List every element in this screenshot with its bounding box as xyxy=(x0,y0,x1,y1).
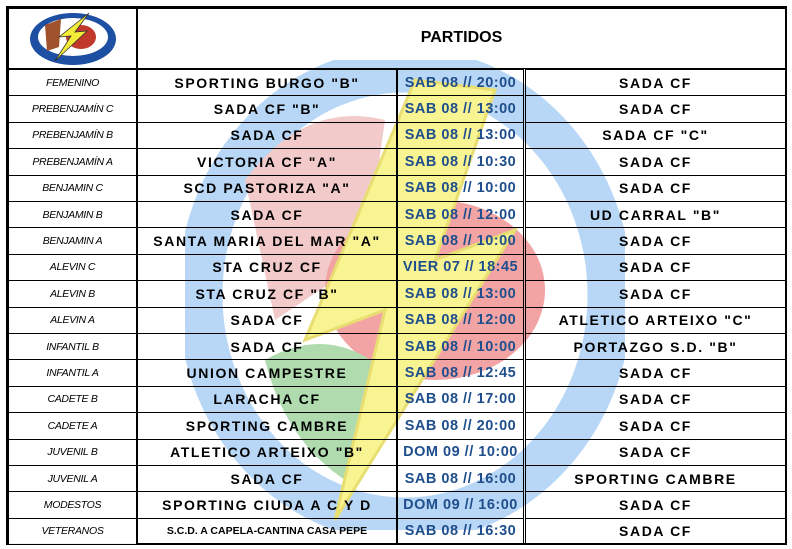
home-team-cell: SADA CF xyxy=(137,333,397,361)
match-time-cell: SAB 08 // 20:00 xyxy=(397,412,524,440)
match-time-cell: SAB 08 // 13:00 xyxy=(397,280,524,308)
away-team-cell: ATLETICO ARTEIXO "C" xyxy=(525,306,786,334)
category-cell: INFANTIL B xyxy=(8,333,137,361)
home-team-cell: VICTORIA CF "A" xyxy=(137,148,397,176)
home-team-cell: SANTA MARIA DEL MAR "A" xyxy=(137,227,397,255)
away-team-cell: SADA CF xyxy=(525,148,786,176)
category-cell: PREBENJAMÍN C xyxy=(8,95,137,123)
away-team-cell: SADA CF xyxy=(525,95,786,123)
category-cell: BENJAMIN C xyxy=(8,174,137,202)
category-cell: PREBENJAMÍN A xyxy=(8,148,137,176)
away-team-cell: SADA CF xyxy=(525,253,786,282)
category-cell: CADETE A xyxy=(8,412,137,440)
home-team-cell: STA CRUZ CF xyxy=(137,253,397,282)
match-time-cell: SAB 08 // 10:30 xyxy=(397,148,524,176)
home-team-cell: SPORTING BURGO "B" xyxy=(137,69,397,97)
away-team-cell: SADA CF xyxy=(525,438,786,466)
home-team-cell: SADA CF xyxy=(137,306,397,334)
category-cell: ALEVIN A xyxy=(8,306,137,334)
match-time-cell: SAB 08 // 10:00 xyxy=(397,227,524,255)
away-team-cell: SADA CF xyxy=(525,69,786,97)
away-team-cell: SADA CF xyxy=(525,280,786,308)
home-team-cell: SPORTING CIUDA A C Y D xyxy=(137,491,397,519)
home-team-cell: SADA CF xyxy=(137,201,397,229)
match-time-cell: SAB 08 // 16:30 xyxy=(397,517,524,546)
category-cell: FEMENINO xyxy=(8,69,137,97)
home-team-cell: S.C.D. A CAPELA-CANTINA CASA PEPE xyxy=(137,517,397,546)
category-cell: MODESTOS xyxy=(8,491,137,519)
category-cell: PREBENJAMÍN B xyxy=(8,121,137,150)
away-team-cell: PORTAZGO S.D. "B" xyxy=(525,333,786,361)
home-team-cell: SADA CF xyxy=(137,465,397,493)
home-team-cell: STA CRUZ CF "B" xyxy=(137,280,397,308)
category-cell: BENJAMIN A xyxy=(8,227,137,255)
away-team-cell: SADA CF xyxy=(525,385,786,414)
category-cell: ALEVIN B xyxy=(8,280,137,308)
away-team-cell: SADA CF xyxy=(525,174,786,202)
away-team-cell: SADA CF xyxy=(525,359,786,387)
away-team-cell: UD CARRAL "B" xyxy=(525,201,786,229)
match-time-cell: SAB 08 // 17:00 xyxy=(397,385,524,414)
page-title: PARTIDOS xyxy=(137,8,786,69)
away-team-cell: SADA CF xyxy=(525,412,786,440)
match-time-cell: SAB 08 // 10:00 xyxy=(397,174,524,202)
match-time-cell: SAB 08 // 12:00 xyxy=(397,306,524,334)
home-team-cell: SCD PASTORIZA "A" xyxy=(137,174,397,202)
home-team-cell: LARACHA CF xyxy=(137,385,397,414)
match-time-cell: SAB 08 // 16:00 xyxy=(397,465,524,493)
home-team-cell: SADA CF "B" xyxy=(137,95,397,123)
match-time-cell: DOM 09 // 16:00 xyxy=(397,491,524,519)
match-time-cell: VIER 07 // 18:45 xyxy=(397,253,524,282)
match-time-cell: SAB 08 // 12:45 xyxy=(397,359,524,387)
watermark-logo xyxy=(185,60,625,530)
match-time-cell: SAB 08 // 12:00 xyxy=(397,201,524,229)
category-cell: CADETE B xyxy=(8,385,137,414)
category-cell: INFANTIL A xyxy=(8,359,137,387)
match-time-cell: SAB 08 // 13:00 xyxy=(397,95,524,123)
category-cell: JUVENIL B xyxy=(8,438,137,466)
category-cell: ALEVIN C xyxy=(8,253,137,282)
away-team-cell: SADA CF xyxy=(525,491,786,519)
match-time-cell: SAB 08 // 13:00 xyxy=(397,121,524,150)
home-team-cell: UNION CAMPESTRE xyxy=(137,359,397,387)
category-cell: BENJAMIN B xyxy=(8,201,137,229)
category-cell: JUVENIL A xyxy=(8,465,137,493)
category-cell: VETERANOS xyxy=(8,517,137,546)
away-team-cell: SADA CF xyxy=(525,517,786,546)
away-team-cell: SADA CF xyxy=(525,227,786,255)
match-time-cell: DOM 09 // 10:00 xyxy=(397,438,524,466)
match-time-cell: SAB 08 // 10:00 xyxy=(397,333,524,361)
home-team-cell: ATLETICO ARTEIXO "B" xyxy=(137,438,397,466)
home-team-cell: SADA CF xyxy=(137,121,397,150)
match-time-cell: SAB 08 // 20:00 xyxy=(397,69,524,97)
away-team-cell: SADA CF "C" xyxy=(525,121,786,150)
logo-cell xyxy=(8,8,137,69)
away-team-cell: SPORTING CAMBRE xyxy=(525,465,786,493)
club-logo xyxy=(29,12,116,65)
home-team-cell: SPORTING CAMBRE xyxy=(137,412,397,440)
